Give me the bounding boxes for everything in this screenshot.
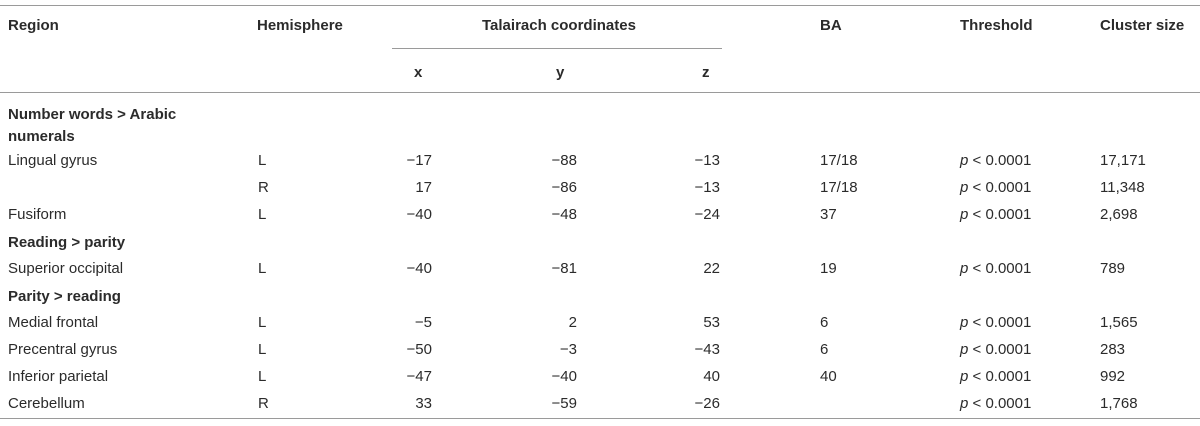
threshold-value: < 0.0001 <box>968 395 1032 412</box>
cell-hemisphere: L <box>258 368 267 385</box>
cell-x: −5 <box>414 314 432 331</box>
cell-hemisphere: L <box>258 341 267 358</box>
cell-ba: 6 <box>820 341 829 358</box>
header-ba: BA <box>820 17 842 34</box>
cell-y: −59 <box>551 395 577 412</box>
cell-region: Superior occipital <box>8 260 124 277</box>
cell-x: −40 <box>406 206 432 223</box>
cell-ba: 19 <box>820 260 837 277</box>
cell-ba: 17/18 <box>820 152 858 169</box>
cell-cluster-size: 789 <box>1100 260 1126 277</box>
threshold-value: < 0.0001 <box>968 206 1032 223</box>
cell-hemisphere: L <box>258 206 267 223</box>
threshold-p: p <box>960 179 969 196</box>
cell-region: Fusiform <box>8 206 67 223</box>
cell-y: −88 <box>551 152 577 169</box>
cell-cluster-size: 2,698 <box>1100 206 1138 223</box>
threshold-p: p <box>960 395 969 412</box>
group-label-text: Number words > Arabic numerals <box>8 106 177 145</box>
group-label-parity-reading: Parity > reading <box>8 288 121 305</box>
cell-x: −17 <box>406 152 432 169</box>
cell-z: −24 <box>694 206 720 223</box>
threshold-p: p <box>960 152 969 169</box>
table-bottom-rule <box>0 418 1200 419</box>
cell-cluster-size: 11,348 <box>1100 179 1145 196</box>
header-x: x <box>414 64 423 81</box>
header-cluster-size: Cluster size <box>1100 17 1185 34</box>
threshold-value: < 0.0001 <box>968 314 1032 331</box>
group-label-reading-parity: Reading > parity <box>8 234 126 251</box>
cell-cluster-size: 283 <box>1100 341 1126 358</box>
threshold-p: p <box>960 341 969 358</box>
header-hemisphere: Hemisphere <box>257 17 343 34</box>
header-threshold: Threshold <box>960 17 1033 34</box>
cell-threshold: p < 0.0001 <box>960 314 1031 332</box>
threshold-p: p <box>960 260 969 277</box>
cell-threshold: p < 0.0001 <box>960 152 1031 170</box>
cell-y: −48 <box>551 206 577 223</box>
cell-z: 40 <box>703 368 720 385</box>
cell-region: Precentral gyrus <box>8 341 118 358</box>
table-top-rule <box>0 5 1200 6</box>
cell-threshold: p < 0.0001 <box>960 395 1031 413</box>
cell-y: 2 <box>568 314 577 331</box>
cell-hemisphere: R <box>258 179 269 196</box>
threshold-value: < 0.0001 <box>968 341 1032 358</box>
cell-region: Cerebellum <box>8 395 85 412</box>
cell-z: 53 <box>703 314 720 331</box>
cell-threshold: p < 0.0001 <box>960 341 1031 359</box>
cell-hemisphere: L <box>258 260 267 277</box>
cell-cluster-size: 1,768 <box>1100 395 1138 412</box>
cell-x: −50 <box>406 341 432 358</box>
cell-region: Lingual gyrus <box>8 152 98 169</box>
cell-threshold: p < 0.0001 <box>960 206 1031 224</box>
cell-ba: 37 <box>820 206 837 223</box>
cell-z: −13 <box>694 152 720 169</box>
cell-x: −47 <box>406 368 432 385</box>
cell-ba: 40 <box>820 368 837 385</box>
group-label-number-words: Number words > Arabic numerals <box>8 104 218 148</box>
header-talairach-coordinates: Talairach coordinates <box>482 17 636 34</box>
cell-hemisphere: L <box>258 152 267 169</box>
cell-y: −40 <box>551 368 577 385</box>
cell-region: Inferior parietal <box>8 368 109 385</box>
threshold-value: < 0.0001 <box>968 152 1032 169</box>
cell-ba: 6 <box>820 314 829 331</box>
cell-ba: 17/18 <box>820 179 858 196</box>
threshold-value: < 0.0001 <box>968 179 1032 196</box>
cell-threshold: p < 0.0001 <box>960 368 1031 386</box>
cell-x: 33 <box>415 395 432 412</box>
coordinates-subheader-rule <box>392 48 722 49</box>
cell-y: −86 <box>551 179 577 196</box>
threshold-value: < 0.0001 <box>968 260 1032 277</box>
cell-hemisphere: R <box>258 395 269 412</box>
cell-x: −40 <box>406 260 432 277</box>
header-z: z <box>702 64 710 81</box>
threshold-p: p <box>960 206 969 223</box>
cell-cluster-size: 17,171 <box>1100 152 1146 169</box>
cell-hemisphere: L <box>258 314 267 331</box>
cell-z: 22 <box>703 260 720 277</box>
cell-threshold: p < 0.0001 <box>960 260 1031 278</box>
threshold-value: < 0.0001 <box>968 368 1032 385</box>
cell-cluster-size: 1,565 <box>1100 314 1138 331</box>
threshold-p: p <box>960 368 969 385</box>
cell-threshold: p < 0.0001 <box>960 179 1031 197</box>
cell-z: −13 <box>694 179 720 196</box>
cell-region: Medial frontal <box>8 314 99 331</box>
cell-z: −26 <box>694 395 720 412</box>
cell-x: 17 <box>415 179 432 196</box>
header-bottom-rule <box>0 92 1200 93</box>
cell-y: −3 <box>559 341 577 358</box>
cell-cluster-size: 992 <box>1100 368 1126 385</box>
header-y: y <box>556 64 565 81</box>
header-region: Region <box>8 17 59 34</box>
threshold-p: p <box>960 314 969 331</box>
cell-z: −43 <box>694 341 720 358</box>
cell-y: −81 <box>551 260 577 277</box>
